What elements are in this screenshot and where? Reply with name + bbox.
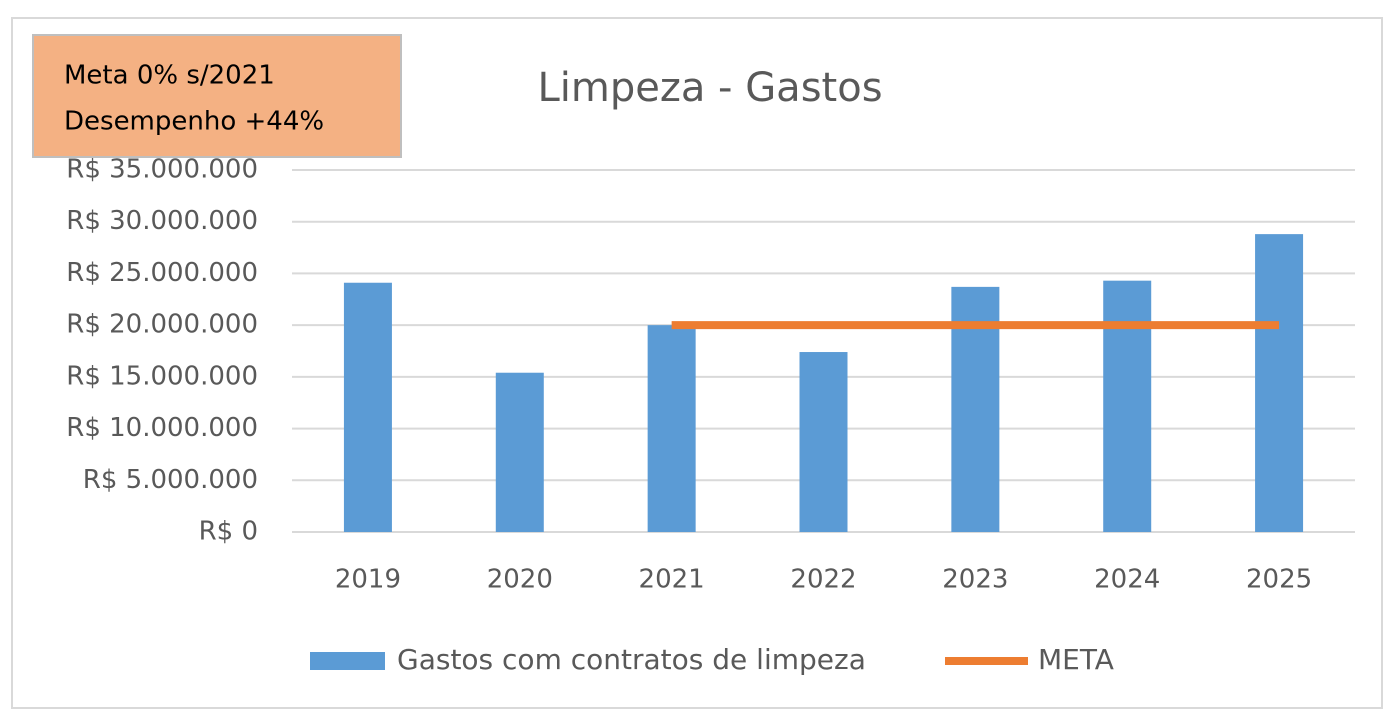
x-tick-label: 2023 <box>942 565 1008 595</box>
y-tick-label: R$ 30.000.000 <box>66 206 258 236</box>
x-tick-label: 2024 <box>1094 565 1160 595</box>
y-tick-label: R$ 0 <box>199 517 258 547</box>
bar <box>647 325 696 532</box>
bar <box>495 372 544 532</box>
y-tick-label: R$ 25.000.000 <box>66 258 258 288</box>
bar <box>1255 234 1304 532</box>
annotation-box <box>32 34 402 158</box>
x-tick-label: 2021 <box>639 565 705 595</box>
x-tick-label: 2025 <box>1246 565 1312 595</box>
x-tick-label: 2022 <box>790 565 856 595</box>
bar <box>343 282 392 532</box>
y-tick-label: R$ 20.000.000 <box>66 310 258 340</box>
y-tick-label: R$ 5.000.000 <box>83 465 258 495</box>
x-tick-label: 2019 <box>335 565 401 595</box>
bar <box>799 352 848 532</box>
legend-label: META <box>1038 643 1114 676</box>
chart-title: Limpeza - Gastos <box>537 65 882 111</box>
legend-label: Gastos com contratos de limpeza <box>397 643 866 676</box>
bar <box>1103 280 1152 532</box>
legend-swatch <box>310 652 385 670</box>
x-tick-label: 2020 <box>487 565 553 595</box>
y-tick-label: R$ 35.000.000 <box>66 155 258 185</box>
annotation: Desempenho +44% <box>64 107 324 137</box>
annotation: Meta 0% s/2021 <box>64 61 275 91</box>
y-tick-label: R$ 10.000.000 <box>66 413 258 443</box>
y-tick-label: R$ 15.000.000 <box>66 361 258 391</box>
